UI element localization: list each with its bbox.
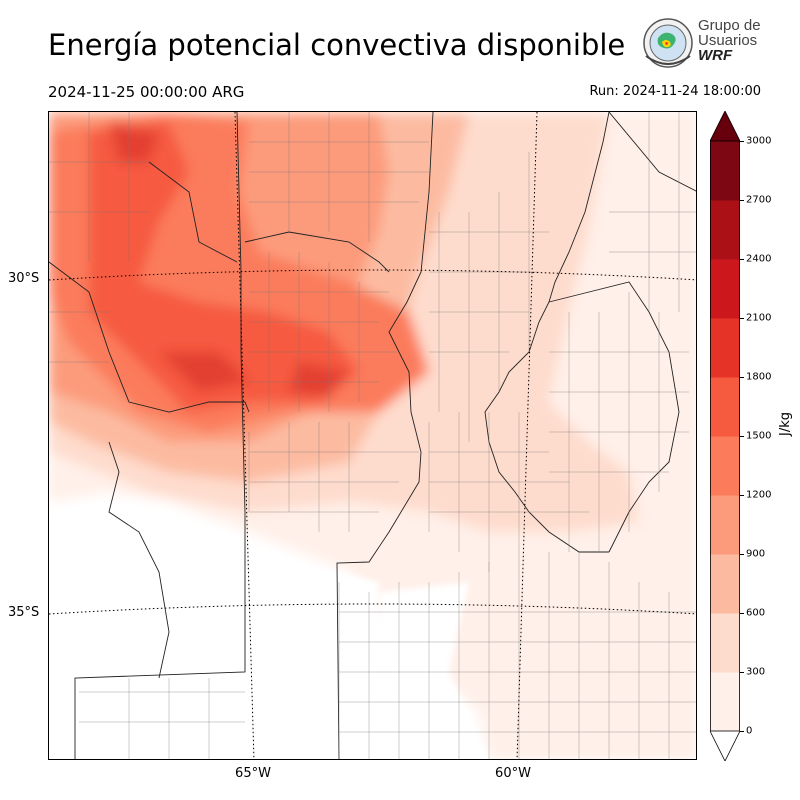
logo-text: Grupo de Usuarios WRF xyxy=(698,18,761,63)
colorbar-tick-mark xyxy=(740,495,744,496)
logo-line3: WRF xyxy=(698,47,733,64)
colorbar-bin xyxy=(710,318,740,378)
colorbar-tick-label: 1800 xyxy=(746,371,772,383)
globe-logo-icon xyxy=(643,18,693,68)
wrf-users-logo: Grupo de Usuarios WRF xyxy=(640,16,770,72)
valid-time: 2024-11-25 00:00:00 ARG xyxy=(48,83,245,101)
colorbar-tick-mark xyxy=(740,318,744,319)
colorbar-tick-mark xyxy=(740,259,744,260)
logo-line1: Grupo de xyxy=(698,17,761,34)
colorbar-tick-label: 600 xyxy=(746,607,766,619)
colorbar-tick-mark xyxy=(740,554,744,555)
colorbar-tick-label: 1500 xyxy=(746,430,772,442)
colorbar-tick-mark xyxy=(740,613,744,614)
province-borders xyxy=(49,112,696,759)
colorbar-bin xyxy=(710,613,740,673)
run-time: Run: 2024-11-24 18:00:00 xyxy=(589,84,761,99)
colorbar-bin xyxy=(710,200,740,260)
colorbar-under-triangle xyxy=(710,730,740,761)
colorbar-bin xyxy=(710,672,740,732)
colorbar-unit: J/kg xyxy=(778,412,793,436)
lat-label-35s: 35°S xyxy=(8,605,40,620)
colorbar-tick-label: 2400 xyxy=(746,253,772,265)
logo-line2: Usuarios xyxy=(698,32,758,49)
lon-label-60w: 60°W xyxy=(495,766,531,781)
map-title: Energía potencial convectiva disponible xyxy=(48,28,626,62)
colorbar-tick-label: 2700 xyxy=(746,194,772,206)
lat-label-30s: 30°S xyxy=(8,271,40,286)
colorbar-bin xyxy=(710,259,740,319)
colorbar-tick-label: 3000 xyxy=(746,135,772,147)
colorbar-over-triangle xyxy=(710,111,740,142)
department-borders xyxy=(49,112,696,759)
colorbar-tick-mark xyxy=(740,200,744,201)
cape-map xyxy=(48,111,697,760)
colorbar-tick-label: 1200 xyxy=(746,489,772,501)
lon-label-65w: 65°W xyxy=(235,766,271,781)
graticule xyxy=(49,112,696,759)
colorbar-bin xyxy=(710,377,740,437)
colorbar-bin xyxy=(710,554,740,614)
cape-map-svg xyxy=(49,112,696,759)
colorbar-tick-label: 2100 xyxy=(746,312,772,324)
colorbar-bin xyxy=(710,141,740,201)
colorbar-tick-label: 0 xyxy=(746,725,753,737)
colorbar xyxy=(710,111,740,761)
colorbar-tick-mark xyxy=(740,731,744,732)
colorbar-tick-mark xyxy=(740,436,744,437)
colorbar-tick-label: 900 xyxy=(746,548,766,560)
colorbar-tick-mark xyxy=(740,141,744,142)
colorbar-tick-mark xyxy=(740,672,744,673)
colorbar-frame xyxy=(710,140,740,732)
colorbar-bin xyxy=(710,495,740,555)
colorbar-tick-mark xyxy=(740,377,744,378)
colorbar-bin xyxy=(710,436,740,496)
colorbar-tick-label: 300 xyxy=(746,666,766,678)
